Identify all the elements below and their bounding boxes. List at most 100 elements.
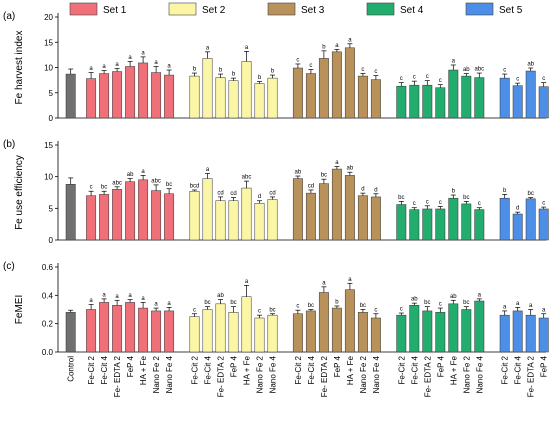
significance-letter: b: [322, 44, 326, 50]
significance-letter: c: [439, 78, 442, 84]
significance-letter: a: [141, 169, 145, 175]
bar: [151, 190, 162, 241]
panel-label: (b): [3, 139, 15, 150]
y-axis-label: Fe use efficiency: [14, 155, 25, 230]
y-tick-label: 0.6: [42, 263, 54, 272]
bar: [525, 70, 536, 119]
significance-letter: a: [167, 64, 171, 70]
significance-letter: a: [167, 301, 171, 307]
significance-letter: a: [529, 303, 533, 309]
bar: [525, 314, 536, 353]
significance-letter: a: [115, 62, 119, 68]
bar: [112, 305, 123, 353]
bar: [99, 302, 110, 353]
legend-swatch-2: [168, 2, 197, 16]
bar: [292, 178, 303, 241]
bar: [202, 58, 213, 119]
bar: [331, 51, 342, 119]
bar: [86, 78, 97, 119]
significance-letter: d: [258, 194, 261, 200]
bar: [344, 289, 355, 353]
x-tick-label: Fe-Cit 4: [307, 355, 316, 384]
significance-letter: c: [503, 68, 506, 74]
significance-letter: a: [348, 277, 352, 283]
bar: [357, 312, 368, 353]
bar: [474, 77, 485, 119]
bar: [435, 208, 446, 241]
bar: [189, 316, 200, 353]
bar: [164, 74, 175, 119]
significance-letter: c: [309, 63, 312, 69]
legend-label-2: Set 2: [202, 5, 226, 16]
bar: [65, 73, 76, 119]
y-tick-label: 0.0: [42, 348, 54, 357]
bar: [538, 86, 549, 119]
significance-letter: ab: [217, 293, 224, 299]
significance-letter: ab: [127, 172, 134, 178]
x-tick-label: Fe-Cit 2: [294, 355, 303, 384]
significance-letter: bc: [230, 300, 236, 306]
legend-label-3: Set 3: [301, 5, 325, 16]
y-tick-label: 15: [44, 141, 53, 150]
bar: [474, 300, 485, 353]
bar: [151, 310, 162, 353]
bar: [344, 175, 355, 241]
significance-letter: bc: [308, 303, 314, 309]
significance-letter: b: [503, 188, 507, 194]
significance-letter: b: [452, 189, 456, 195]
significance-letter: bc: [269, 307, 275, 313]
bar: [138, 62, 149, 119]
significance-letter: a: [154, 302, 158, 308]
significance-letter: cd: [269, 190, 275, 196]
bar: [292, 313, 303, 353]
bar: [215, 77, 226, 119]
bar: [318, 58, 329, 119]
significance-letter: c: [90, 185, 93, 191]
bar: [267, 199, 278, 241]
y-tick-label: 5: [49, 204, 54, 213]
significance-letter: a: [335, 43, 339, 49]
y-tick-label: 0: [49, 236, 54, 245]
x-tick-label: Fe- EDTA 2: [217, 355, 226, 397]
y-tick-label: 5: [49, 89, 54, 98]
bar: [112, 71, 123, 119]
significance-letter: a: [245, 279, 249, 285]
bar: [422, 310, 433, 353]
significance-letter: b: [271, 69, 275, 75]
bar: [448, 197, 459, 241]
bar: [396, 204, 407, 241]
legend-swatch-5: [465, 2, 494, 16]
significance-letter: ab: [411, 297, 418, 303]
x-tick-label: FeP 4: [126, 355, 135, 377]
significance-letter: b: [219, 68, 223, 74]
significance-letter: a: [206, 45, 210, 51]
significance-letter: c: [374, 69, 377, 75]
significance-letter: d: [374, 187, 377, 193]
bar: [125, 66, 136, 119]
significance-letter: a: [89, 66, 93, 72]
bar: [344, 47, 355, 119]
bar: [241, 187, 252, 241]
legend-swatch-1: [69, 2, 98, 16]
significance-letter: c: [400, 307, 403, 313]
significance-letter: c: [439, 302, 442, 308]
significance-letter: a: [516, 301, 520, 307]
significance-letter: a: [542, 307, 546, 313]
significance-letter: a: [89, 298, 93, 304]
bar: [65, 184, 76, 241]
significance-letter: ab: [295, 170, 302, 176]
significance-letter: c: [542, 201, 545, 207]
significance-letter: c: [413, 75, 416, 81]
x-tick-label: HA + Fe: [243, 355, 252, 385]
significance-letter: ab: [463, 67, 470, 73]
bar: [499, 314, 510, 353]
bar: [461, 309, 472, 353]
bar: [370, 196, 381, 241]
x-tick-label: Control: [67, 356, 76, 382]
significance-letter: ab: [347, 166, 354, 172]
significance-letter: a: [206, 167, 210, 173]
legend: Set 1 Set 2 Set 3 Set 4 Set 5: [69, 2, 523, 16]
significance-letter: c: [542, 76, 545, 82]
